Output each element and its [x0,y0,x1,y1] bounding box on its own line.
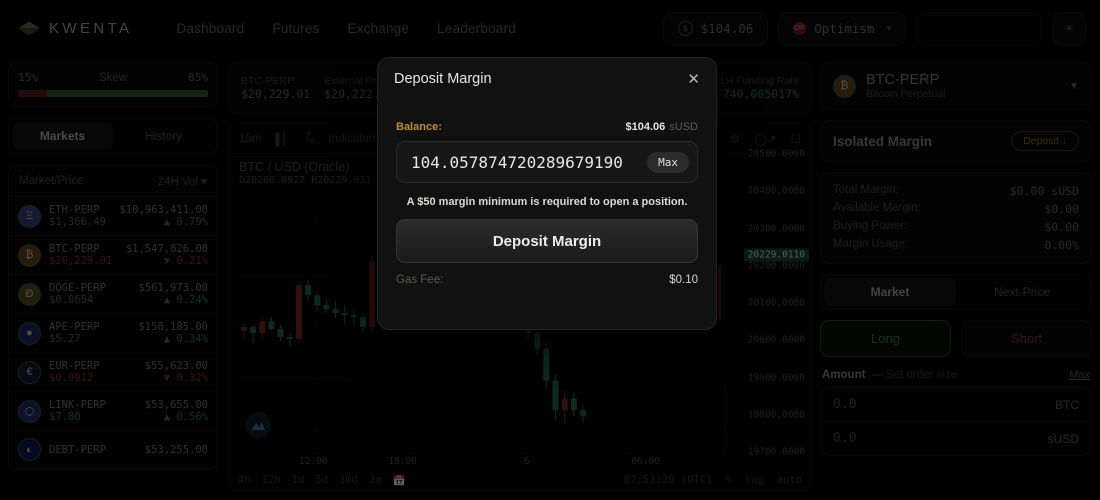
gas-fee-row: Gas Fee: $0.10 [378,263,716,286]
modal-title: Deposit Margin [394,71,492,87]
gas-fee-value: $0.10 [669,274,698,286]
deposit-amount-value: 104.057874720289679190 [411,152,623,172]
minimum-margin-note: A $50 margin minimum is required to open… [406,196,688,208]
gas-fee-label: Gas Fee: [396,274,444,286]
modal-balance-row: Balance: $104.06 sUSD [378,87,716,133]
modal-header: Deposit Margin ✕ [378,58,716,87]
deposit-amount-input[interactable]: 104.057874720289679190 Max [396,141,698,183]
balance-currency: sUSD [669,121,698,133]
balance-label: Balance: [396,121,442,133]
max-button[interactable]: Max [647,151,689,173]
close-icon[interactable]: ✕ [687,70,700,88]
balance-value: $104.06 [625,121,666,133]
deposit-margin-modal: Deposit Margin ✕ Balance: $104.06 sUSD 1… [377,57,717,330]
deposit-margin-submit-button[interactable]: Deposit Margin [396,219,698,263]
